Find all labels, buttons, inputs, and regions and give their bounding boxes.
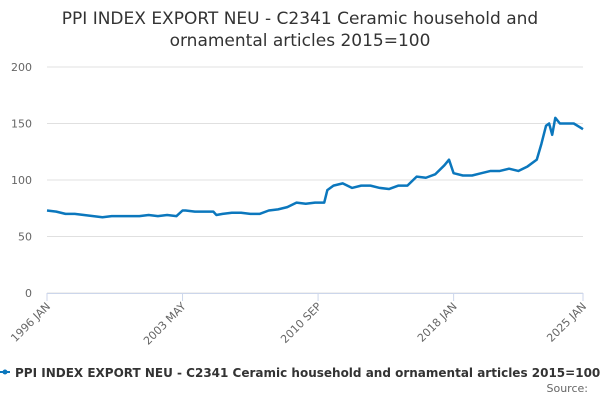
x-tick-label: 2010 SEP <box>278 300 324 346</box>
legend-marker <box>2 369 8 375</box>
x-tick-label: 2003 MAY <box>141 300 189 348</box>
x-tick-label: 2018 JAN <box>415 300 460 345</box>
y-tick-label: 200 <box>11 61 32 74</box>
source: Source: <box>547 382 589 395</box>
legend-label: PPI INDEX EXPORT NEU - C2341 Ceramic hou… <box>15 366 600 380</box>
y-tick-label: 0 <box>25 287 32 300</box>
y-tick-label: 50 <box>18 231 32 244</box>
y-tick-label: 150 <box>11 118 32 131</box>
x-tick-label: 1996 JAN <box>8 300 53 345</box>
x-tick-label: 2025 JAN <box>544 300 589 345</box>
chart-title: PPI INDEX EXPORT NEU - C2341 Ceramic hou… <box>61 9 539 51</box>
series-line <box>46 116 584 219</box>
y-tick-label: 100 <box>11 174 32 187</box>
